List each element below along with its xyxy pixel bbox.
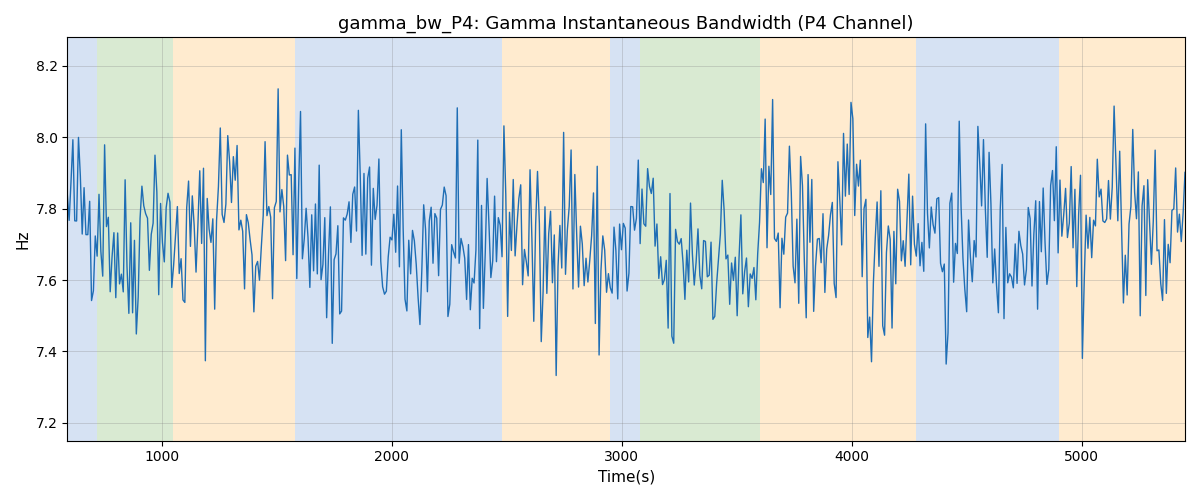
Bar	[97, 38, 173, 440]
Bar	[502, 38, 610, 440]
Bar	[173, 38, 295, 440]
Bar	[610, 38, 640, 440]
Bar	[67, 38, 97, 440]
Bar	[1058, 38, 1184, 440]
Y-axis label: Hz: Hz	[16, 230, 30, 249]
X-axis label: Time(s): Time(s)	[598, 470, 655, 485]
Bar	[640, 38, 760, 440]
Bar	[916, 38, 1058, 440]
Bar	[797, 38, 916, 440]
Bar	[295, 38, 502, 440]
Title: gamma_bw_P4: Gamma Instantaneous Bandwidth (P4 Channel): gamma_bw_P4: Gamma Instantaneous Bandwid…	[338, 15, 914, 34]
Bar	[760, 38, 797, 440]
